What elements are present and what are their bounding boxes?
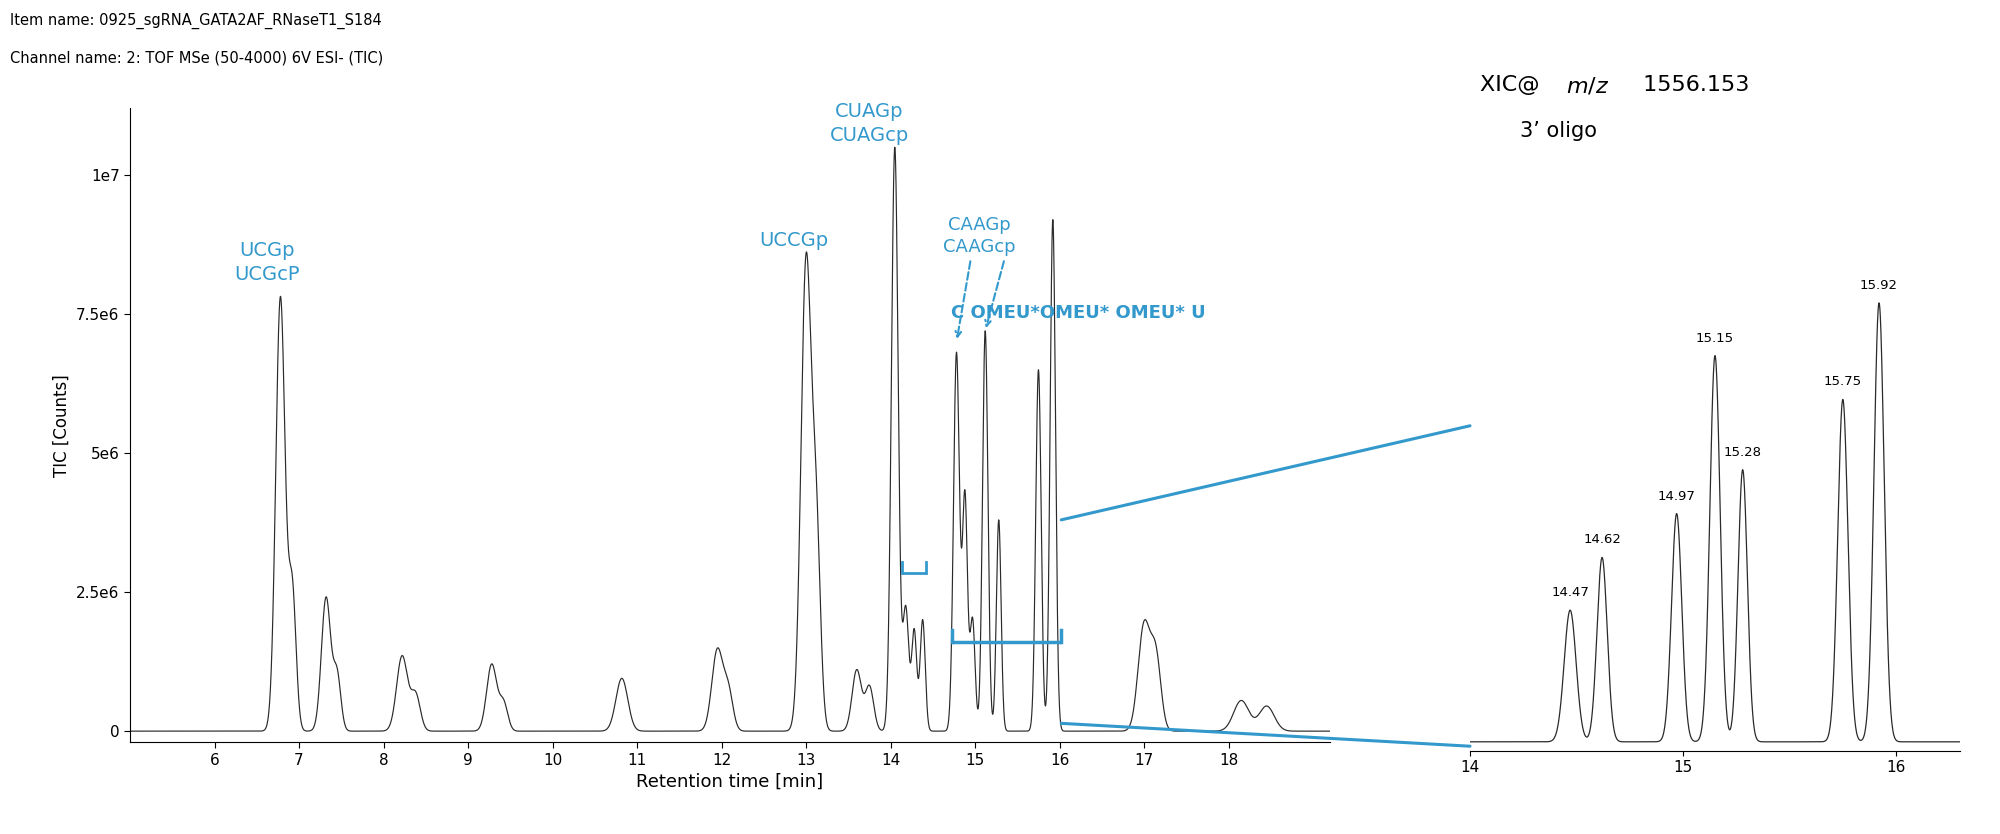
Text: Channel name: 2: TOF MSe (50-4000) 6V ESI- (TIC): Channel name: 2: TOF MSe (50-4000) 6V ES…	[10, 50, 384, 65]
Text: $m/z$: $m/z$	[1566, 75, 1610, 96]
Text: 15.15: 15.15	[1696, 332, 1734, 344]
Text: UCCGp: UCCGp	[758, 231, 828, 250]
Text: 15.92: 15.92	[1860, 279, 1898, 292]
Text: UCGp
UCGcP: UCGp UCGcP	[234, 241, 300, 284]
Text: 14.97: 14.97	[1658, 490, 1696, 503]
Text: Item name: 0925_sgRNA_GATA2AF_RNaseT1_S184: Item name: 0925_sgRNA_GATA2AF_RNaseT1_S1…	[10, 13, 382, 28]
X-axis label: Retention time [min]: Retention time [min]	[636, 773, 824, 791]
Text: XIC@: XIC@	[1480, 75, 1546, 95]
Text: CUAGp
CUAGcp: CUAGp CUAGcp	[830, 102, 910, 144]
Text: 3’ oligo: 3’ oligo	[1520, 121, 1596, 141]
Text: 1556.153: 1556.153	[1636, 75, 1750, 95]
Y-axis label: TIC [Counts]: TIC [Counts]	[52, 374, 70, 477]
Text: CAAGp
CAAGcp: CAAGp CAAGcp	[942, 215, 1016, 256]
Text: C OMEU*OMEU* OMEU* U: C OMEU*OMEU* OMEU* U	[952, 304, 1206, 323]
Text: 14.47: 14.47	[1552, 586, 1590, 599]
Text: 14.62: 14.62	[1584, 534, 1622, 546]
Text: 15.75: 15.75	[1824, 375, 1862, 389]
Text: 15.28: 15.28	[1724, 445, 1762, 459]
